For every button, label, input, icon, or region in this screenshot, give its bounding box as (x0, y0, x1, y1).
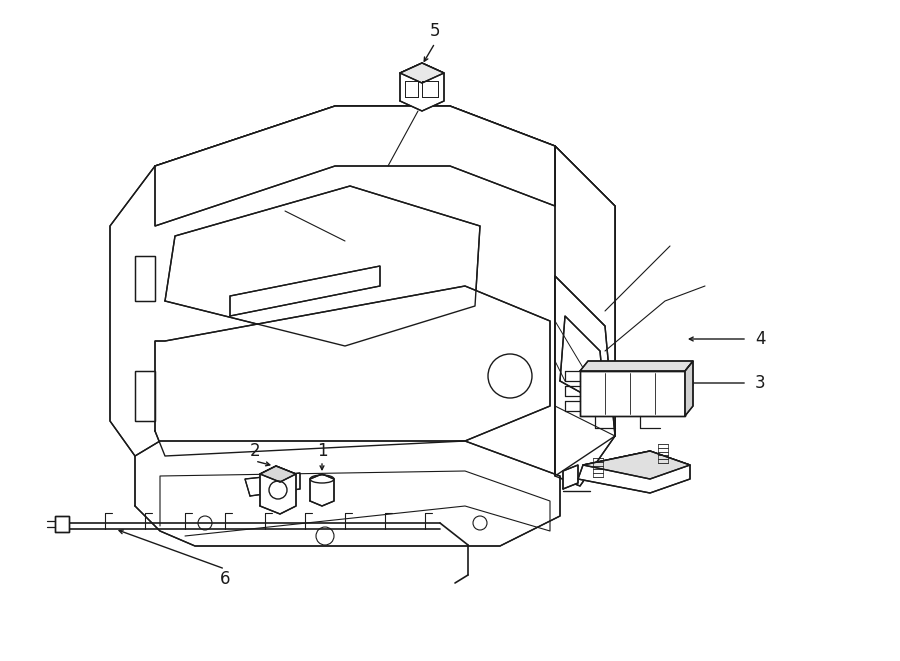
Polygon shape (685, 361, 693, 416)
Polygon shape (563, 465, 578, 489)
Text: 5: 5 (429, 22, 440, 40)
Polygon shape (578, 451, 690, 493)
Polygon shape (400, 63, 444, 111)
Polygon shape (155, 286, 550, 456)
Polygon shape (135, 256, 155, 301)
Polygon shape (560, 316, 605, 406)
Text: 2: 2 (249, 442, 260, 460)
Polygon shape (155, 106, 555, 226)
Polygon shape (580, 371, 685, 416)
Polygon shape (555, 276, 615, 486)
Polygon shape (245, 473, 300, 496)
Polygon shape (230, 266, 380, 316)
Text: 1: 1 (317, 442, 328, 460)
Text: 3: 3 (755, 374, 766, 392)
Polygon shape (165, 186, 480, 346)
Polygon shape (260, 466, 296, 482)
Polygon shape (400, 63, 444, 83)
Polygon shape (310, 474, 334, 506)
Polygon shape (135, 371, 155, 421)
Polygon shape (110, 106, 615, 501)
Polygon shape (55, 516, 69, 532)
Text: 4: 4 (755, 330, 766, 348)
Polygon shape (260, 466, 296, 514)
Polygon shape (583, 451, 690, 479)
Polygon shape (555, 146, 615, 476)
Polygon shape (135, 441, 560, 546)
Polygon shape (580, 361, 693, 371)
Text: 6: 6 (220, 570, 230, 588)
